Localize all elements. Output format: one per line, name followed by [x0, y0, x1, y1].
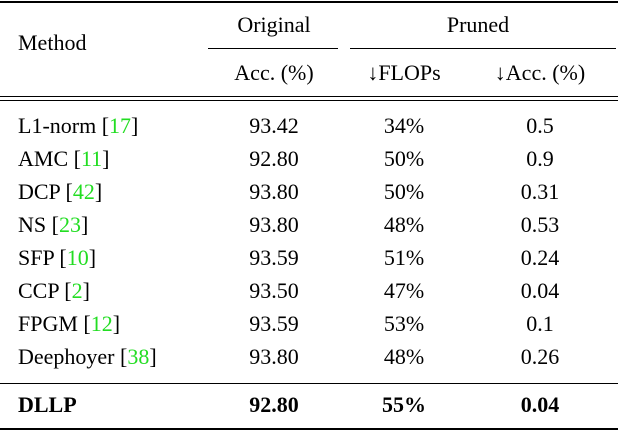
original-rule: [208, 48, 338, 49]
bottom-rule: [0, 428, 618, 430]
method-cell: SFP [10]: [18, 245, 96, 271]
pruned-rule: [350, 48, 616, 49]
method-name: SFP: [18, 245, 54, 270]
bracket: [: [101, 113, 110, 138]
citation: 2: [71, 278, 83, 303]
value-cell: 93.59: [249, 245, 299, 270]
method-cell: FPGM [12]: [18, 311, 120, 337]
value-cell: 93.80: [249, 212, 299, 237]
bracket: ]: [149, 344, 157, 369]
value-cell: 48%: [383, 212, 425, 237]
bracket: ]: [94, 179, 103, 204]
value-cell: 48%: [383, 344, 425, 369]
value-cell: 92.80: [249, 392, 299, 417]
column-header: Acc. (%): [234, 60, 314, 85]
method-name: CCP: [18, 278, 59, 303]
value-cell: 0.31: [520, 179, 560, 204]
method-name: FPGM: [18, 311, 78, 336]
method-cell: AMC [11]: [18, 146, 109, 172]
method-cell: Deephoyer [38]: [18, 344, 157, 370]
bracket: ]: [80, 212, 89, 237]
value-cell: 0.53: [520, 212, 560, 237]
value-cell: 53%: [383, 311, 425, 336]
citation: 42: [72, 179, 95, 204]
header-method: Method: [18, 30, 87, 55]
bracket: [: [51, 212, 59, 237]
header-rule: [0, 96, 618, 97]
value-cell: 47%: [383, 278, 425, 303]
method-name: DCP: [18, 179, 60, 204]
value-cell: 0.26: [520, 344, 560, 369]
value-cell: 55%: [382, 392, 426, 417]
header-original: Original: [237, 12, 311, 37]
method-name: L1-norm: [18, 113, 97, 138]
bracket: ]: [131, 113, 139, 138]
value-cell: 93.59: [249, 311, 299, 336]
bracket: ]: [112, 311, 121, 336]
value-cell: 93.42: [249, 113, 299, 138]
value-cell: 0.9: [526, 146, 554, 171]
value-cell: 93.80: [249, 344, 299, 369]
value-cell: 93.80: [249, 179, 299, 204]
bracket: [: [64, 278, 72, 303]
value-cell: 50%: [383, 146, 425, 171]
bracket: ]: [102, 146, 110, 171]
method-cell: L1-norm [17]: [18, 113, 138, 139]
top-rule: [0, 1, 618, 3]
ours-rule: [0, 383, 618, 384]
method-cell: DCP [42]: [18, 179, 102, 205]
citation: 17: [109, 113, 132, 138]
value-cell: 51%: [383, 245, 425, 270]
value-cell: 50%: [383, 179, 425, 204]
citation: 11: [80, 146, 103, 171]
column-header: ↓FLOPs: [367, 60, 441, 85]
bracket: ]: [82, 278, 90, 303]
value-cell: 34%: [383, 113, 425, 138]
method-name: Deephoyer: [18, 344, 115, 369]
value-cell: 93.50: [249, 278, 299, 303]
method-name: NS: [18, 212, 47, 237]
bracket: [: [83, 311, 91, 336]
method-cell: CCP [2]: [18, 278, 90, 304]
citation: 23: [58, 212, 81, 237]
method-name: AMC: [18, 146, 69, 171]
value-cell: 0.1: [526, 311, 554, 336]
method-cell: NS [23]: [18, 212, 88, 238]
citation: 10: [66, 245, 89, 270]
method-cell: DLLP: [18, 392, 77, 417]
header-pruned: Pruned: [446, 12, 510, 37]
bracket: [: [73, 146, 81, 171]
bracket: ]: [88, 245, 97, 270]
bracket: [: [59, 245, 67, 270]
column-header: ↓Acc. (%): [494, 60, 586, 85]
header-rule: [0, 100, 618, 101]
value-cell: 0.04: [520, 278, 560, 303]
value-cell: 0.04: [520, 392, 560, 417]
value-cell: 92.80: [249, 146, 299, 171]
bracket: [: [65, 179, 73, 204]
value-cell: 0.5: [526, 113, 554, 138]
bracket: [: [120, 344, 128, 369]
citation: 12: [90, 311, 113, 336]
citation: 38: [127, 344, 150, 369]
value-cell: 0.24: [520, 245, 560, 270]
